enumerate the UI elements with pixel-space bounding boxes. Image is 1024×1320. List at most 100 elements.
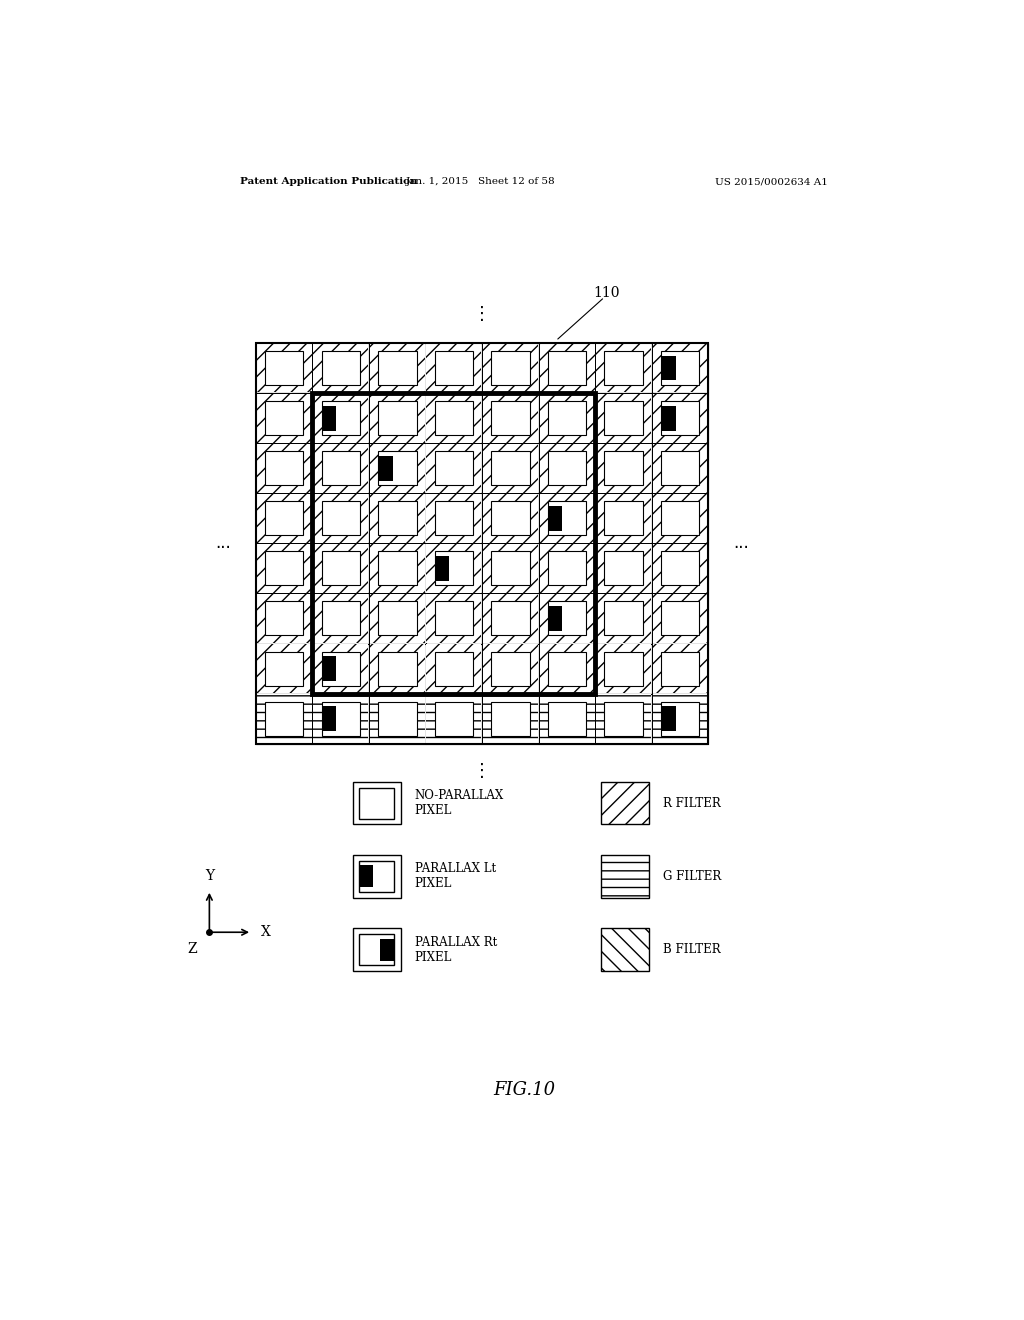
Bar	[548, 506, 562, 531]
Bar	[548, 351, 587, 385]
Text: NO-PARALLAX
PIXEL: NO-PARALLAX PIXEL	[415, 789, 504, 817]
Bar	[652, 444, 709, 494]
Bar	[257, 494, 311, 543]
Bar	[370, 444, 425, 492]
Bar	[313, 395, 369, 442]
Bar	[256, 544, 312, 594]
Bar	[370, 644, 425, 693]
Bar	[482, 393, 539, 444]
Bar	[604, 701, 643, 735]
Bar	[378, 552, 417, 586]
Bar	[595, 544, 652, 594]
Text: 110: 110	[593, 286, 620, 300]
Bar	[652, 644, 708, 693]
Bar	[322, 401, 360, 436]
Bar	[482, 343, 539, 393]
Bar	[604, 351, 643, 385]
Bar	[482, 544, 539, 594]
Bar	[652, 694, 708, 743]
Bar	[483, 594, 538, 643]
Bar	[352, 928, 400, 970]
Text: PARALLAX Lt
PIXEL: PARALLAX Lt PIXEL	[415, 862, 496, 891]
Bar	[483, 544, 538, 593]
Text: PARALLAX Rt
PIXEL: PARALLAX Rt PIXEL	[415, 936, 497, 964]
Bar	[492, 401, 529, 436]
Bar	[265, 401, 303, 436]
Bar	[539, 544, 595, 594]
Bar	[257, 644, 311, 693]
Bar	[256, 494, 312, 544]
Bar	[595, 644, 652, 693]
Bar	[322, 502, 360, 536]
Bar	[426, 444, 481, 492]
Bar	[539, 693, 595, 743]
Bar	[370, 345, 425, 392]
Bar	[359, 935, 394, 965]
Bar	[492, 602, 529, 635]
Bar	[256, 393, 312, 444]
Bar	[312, 544, 369, 594]
Bar	[595, 693, 652, 743]
Bar	[482, 594, 539, 644]
Bar	[660, 552, 699, 586]
Bar	[359, 861, 394, 892]
Bar	[540, 395, 595, 442]
Bar	[434, 401, 473, 436]
Text: Y: Y	[205, 869, 214, 883]
Text: Jan. 1, 2015   Sheet 12 of 58: Jan. 1, 2015 Sheet 12 of 58	[406, 177, 555, 186]
Text: B FILTER: B FILTER	[663, 942, 720, 956]
Text: ...: ...	[733, 535, 749, 552]
Bar	[369, 494, 426, 544]
Bar	[426, 694, 481, 743]
Bar	[434, 502, 473, 536]
Bar	[483, 395, 538, 442]
Bar	[604, 552, 643, 586]
Bar	[660, 602, 699, 635]
Bar	[540, 345, 595, 392]
Bar	[312, 494, 369, 544]
Bar	[378, 451, 417, 486]
Bar	[426, 544, 482, 594]
Bar	[257, 444, 311, 492]
Bar	[352, 855, 400, 898]
Bar	[492, 502, 529, 536]
Bar	[322, 656, 336, 681]
Bar	[483, 644, 538, 693]
Bar	[595, 594, 652, 644]
Bar	[426, 494, 482, 544]
Bar	[378, 701, 417, 735]
Bar	[540, 694, 595, 743]
Bar	[434, 451, 473, 486]
Bar	[548, 401, 587, 436]
Bar	[426, 444, 482, 494]
Bar	[539, 393, 595, 444]
Bar	[313, 594, 369, 643]
Bar	[483, 694, 538, 743]
Bar	[482, 693, 539, 743]
Bar	[426, 393, 482, 444]
Bar	[256, 343, 312, 393]
Bar	[492, 652, 529, 685]
Bar	[312, 393, 595, 693]
Bar	[601, 855, 649, 898]
Bar	[257, 594, 311, 643]
Bar	[660, 401, 699, 436]
Bar	[540, 494, 595, 543]
Bar	[322, 407, 336, 430]
Bar	[483, 444, 538, 492]
Bar	[370, 395, 425, 442]
Bar	[596, 494, 651, 543]
Bar	[256, 594, 312, 644]
Bar	[596, 594, 651, 643]
Bar	[434, 701, 473, 735]
Bar	[369, 644, 426, 693]
Bar	[370, 594, 425, 643]
Bar	[265, 602, 303, 635]
Bar	[604, 401, 643, 436]
Bar	[434, 602, 473, 635]
Bar	[313, 644, 369, 693]
Bar	[322, 552, 360, 586]
Bar	[369, 444, 426, 494]
Bar	[369, 594, 426, 644]
Bar	[426, 544, 481, 593]
